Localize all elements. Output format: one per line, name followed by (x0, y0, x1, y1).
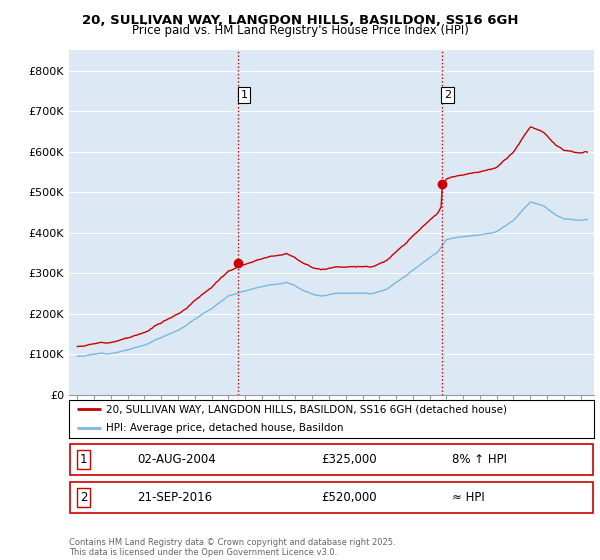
Text: 02-AUG-2004: 02-AUG-2004 (137, 453, 216, 466)
FancyBboxPatch shape (70, 482, 593, 514)
Text: 20, SULLIVAN WAY, LANGDON HILLS, BASILDON, SS16 6GH (detached house): 20, SULLIVAN WAY, LANGDON HILLS, BASILDO… (106, 404, 507, 414)
Text: HPI: Average price, detached house, Basildon: HPI: Average price, detached house, Basi… (106, 423, 343, 433)
Text: 1: 1 (241, 90, 248, 100)
Text: 20, SULLIVAN WAY, LANGDON HILLS, BASILDON, SS16 6GH: 20, SULLIVAN WAY, LANGDON HILLS, BASILDO… (82, 14, 518, 27)
Text: 2: 2 (80, 491, 88, 505)
Text: 1: 1 (80, 453, 88, 466)
Text: 8% ↑ HPI: 8% ↑ HPI (452, 453, 507, 466)
Text: £520,000: £520,000 (321, 491, 377, 505)
FancyBboxPatch shape (70, 444, 593, 475)
Text: 2: 2 (444, 90, 451, 100)
Text: Contains HM Land Registry data © Crown copyright and database right 2025.
This d: Contains HM Land Registry data © Crown c… (69, 538, 395, 557)
Text: ≈ HPI: ≈ HPI (452, 491, 485, 505)
Text: 21-SEP-2016: 21-SEP-2016 (137, 491, 212, 505)
Text: £325,000: £325,000 (321, 453, 377, 466)
Text: Price paid vs. HM Land Registry's House Price Index (HPI): Price paid vs. HM Land Registry's House … (131, 24, 469, 37)
